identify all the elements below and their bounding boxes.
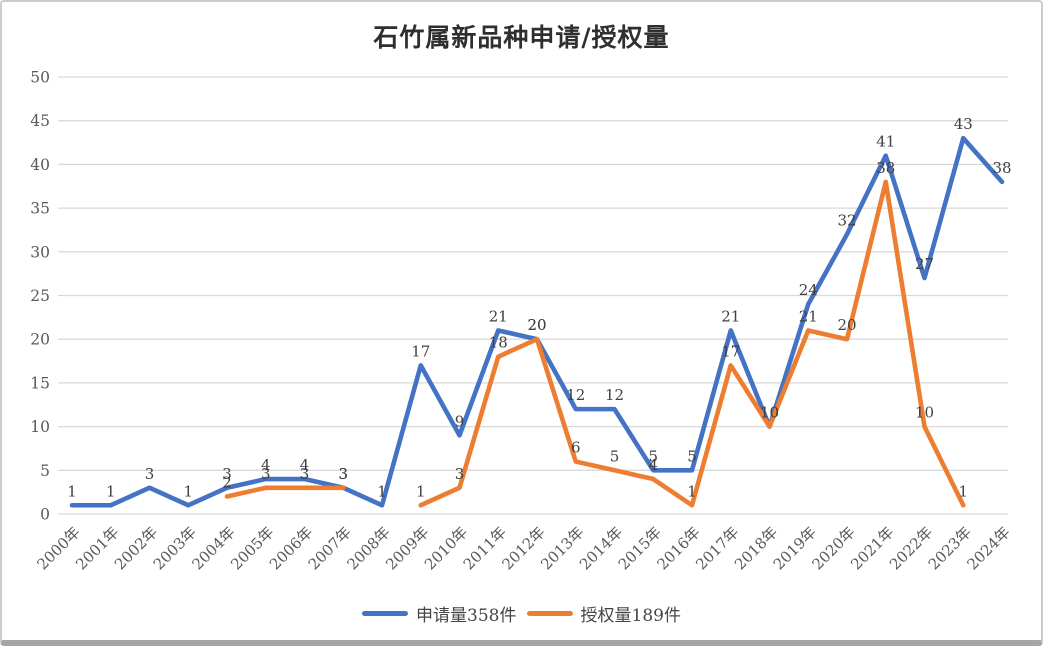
data-label: 1	[106, 482, 116, 500]
y-tick-label: 50	[30, 69, 50, 87]
y-axis-tick-labels: 0 5 10 15 20 25 30 35 40 45 50	[30, 69, 50, 524]
y-tick-label: 10	[30, 418, 50, 436]
y-tick-label: 0	[40, 506, 50, 524]
data-label: 5	[610, 447, 620, 465]
y-tick-label: 35	[30, 200, 50, 218]
y-tick-label: 5	[40, 462, 50, 480]
y-tick-label: 15	[30, 374, 50, 392]
data-label: 4	[648, 456, 658, 474]
data-label: 9	[455, 412, 465, 430]
data-label: 5	[648, 447, 658, 465]
data-label: 3	[338, 465, 348, 483]
applications-legend-label: 申请量358件	[416, 606, 517, 626]
x-axis-tick-labels: 2000年2001年2002年2003年2004年2005年2006年2007年…	[33, 523, 1013, 573]
data-label: 1	[958, 482, 968, 500]
x-tick-label: 2024年	[963, 523, 1013, 573]
data-label: 1	[183, 482, 193, 500]
y-tick-label: 45	[30, 112, 50, 130]
grants-legend-label: 授权量189件	[580, 606, 681, 626]
data-label: 21	[489, 307, 508, 325]
data-label: 43	[954, 115, 973, 133]
legend-item-applications: 申请量358件	[362, 601, 517, 626]
data-label: 6	[571, 439, 581, 457]
data-label: 18	[489, 334, 508, 352]
data-label: 24	[799, 281, 818, 299]
y-tick-label: 20	[30, 331, 50, 349]
legend-item-grants: 授权量189件	[526, 601, 681, 626]
y-tick-label: 30	[30, 243, 50, 261]
data-label: 1	[67, 482, 77, 500]
data-label: 1	[416, 482, 426, 500]
data-label: 12	[566, 386, 585, 404]
data-label: 3	[222, 465, 232, 483]
gridlines	[58, 76, 1008, 515]
data-label: 27	[915, 255, 934, 273]
data-label: 10	[760, 404, 779, 422]
data-label: 38	[876, 159, 895, 177]
data-label: 3	[300, 465, 310, 483]
data-label: 3	[338, 465, 348, 483]
legend: 申请量358件 授权量189件	[2, 601, 1041, 626]
data-label: 20	[527, 316, 546, 334]
data-label: 1	[377, 482, 387, 500]
applications-line-swatch	[362, 611, 409, 616]
data-label: 2	[222, 474, 232, 492]
data-label: 17	[721, 342, 740, 360]
data-label: 10	[760, 404, 779, 422]
data-label: 38	[992, 159, 1011, 177]
data-label: 3	[261, 465, 271, 483]
data-label: 3	[455, 465, 465, 483]
data-label: 20	[527, 316, 546, 334]
chart-title: 石竹属新品种申请/授权量	[373, 23, 670, 52]
data-label: 32	[837, 211, 856, 229]
y-tick-label: 25	[30, 287, 50, 305]
data-label: 4	[300, 456, 310, 474]
data-label: 21	[799, 307, 818, 325]
data-label: 41	[876, 133, 895, 151]
data-label: 4	[261, 456, 271, 474]
data-label: 1	[687, 482, 697, 500]
data-label: 17	[411, 342, 430, 360]
grants-line-swatch	[526, 611, 573, 616]
data-label: 10	[915, 404, 934, 422]
series-line-1	[224, 179, 966, 508]
data-label: 12	[605, 386, 624, 404]
data-label: 20	[837, 316, 856, 334]
data-label: 3	[145, 465, 155, 483]
data-label: 5	[687, 447, 697, 465]
y-tick-label: 40	[30, 156, 50, 174]
data-label: 21	[721, 307, 740, 325]
